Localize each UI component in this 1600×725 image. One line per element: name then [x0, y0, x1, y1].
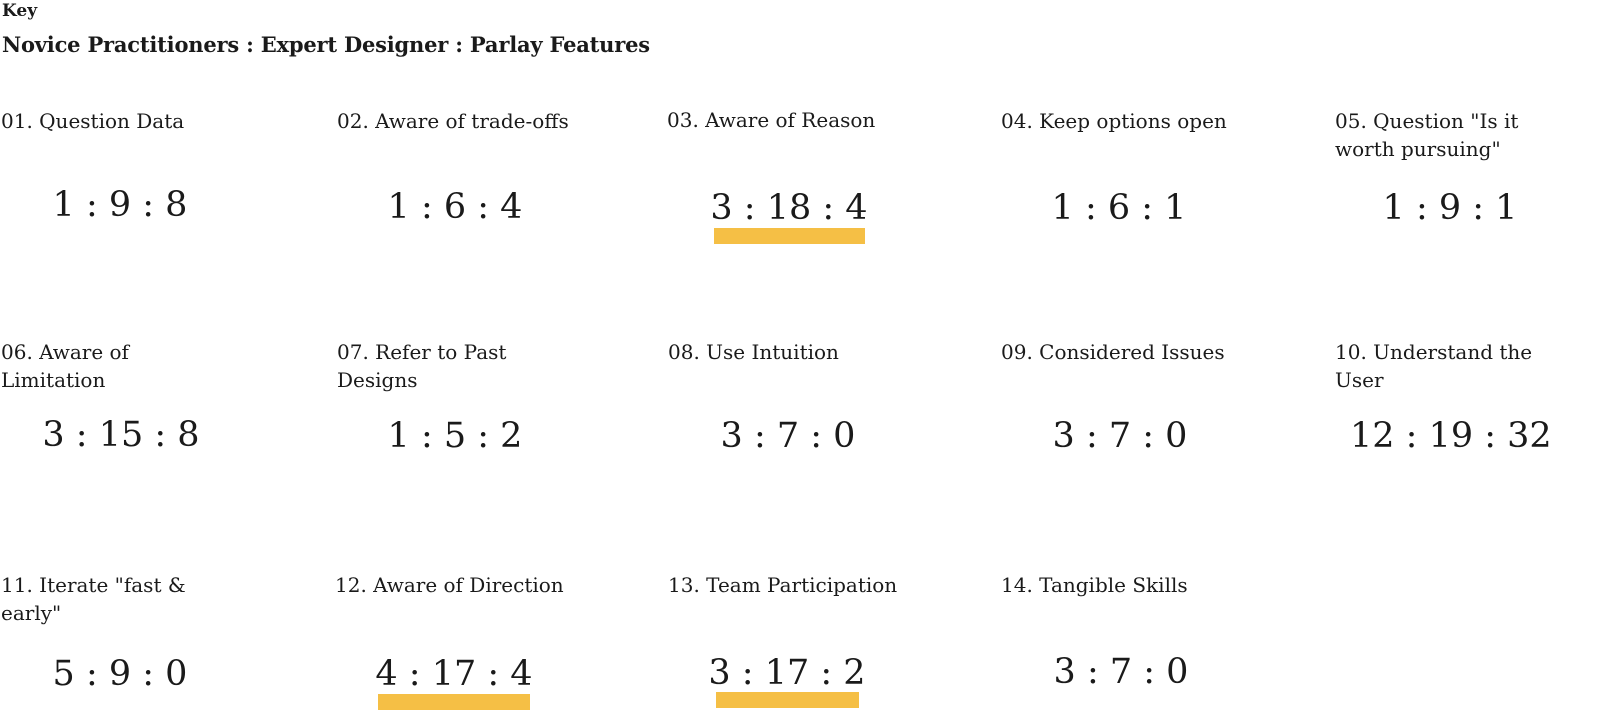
feature-label: 12. Aware of Direction	[335, 573, 564, 597]
feature-label: 04. Keep options open	[1001, 109, 1227, 133]
feature-ratio: 3 : 7 : 0	[1052, 416, 1188, 456]
feature-label: 02. Aware of trade-offs	[337, 109, 569, 133]
highlight-bar	[716, 692, 859, 708]
feature-ratio: 1 : 5 : 2	[387, 416, 523, 456]
feature-label: 07. Refer to Past Designs	[337, 340, 507, 392]
feature-ratio: 3 : 17 : 2	[708, 653, 866, 693]
feature-ratio: 5 : 9 : 0	[52, 654, 188, 694]
feature-label: 03. Aware of Reason	[667, 108, 876, 132]
feature-label: 10. Understand the User	[1335, 340, 1533, 392]
feature-label: 11. Iterate "fast & early"	[1, 573, 186, 625]
highlight-bar	[378, 694, 530, 710]
feature-label: 01. Question Data	[1, 109, 185, 133]
feature-label: 06. Aware of Limitation	[1, 340, 129, 392]
feature-ratio: 3 : 15 : 8	[42, 415, 200, 455]
feature-label: 09. Considered Issues	[1001, 340, 1225, 364]
feature-ratio: 1 : 9 : 1	[1382, 188, 1518, 228]
highlight-bar	[714, 228, 865, 244]
feature-ratio: 1 : 9 : 8	[52, 185, 188, 225]
feature-label: 08. Use Intuition	[668, 340, 839, 364]
feature-ratio: 1 : 6 : 4	[387, 187, 523, 227]
feature-label: 05. Question "Is it worth pursuing"	[1335, 109, 1519, 161]
feature-label: 14. Tangible Skills	[1001, 573, 1188, 597]
feature-ratio: 3 : 18 : 4	[710, 188, 868, 228]
feature-ratio: 3 : 7 : 0	[1053, 652, 1189, 692]
feature-ratio: 12 : 19 : 32	[1350, 416, 1552, 456]
key-label: Key	[2, 1, 38, 21]
feature-ratio: 1 : 6 : 1	[1051, 188, 1187, 228]
feature-ratio: 4 : 17 : 4	[375, 654, 533, 694]
feature-label: 13. Team Participation	[668, 573, 898, 597]
key-title: Novice Practitioners : Expert Designer :…	[2, 32, 650, 57]
feature-ratio: 3 : 7 : 0	[720, 416, 856, 456]
